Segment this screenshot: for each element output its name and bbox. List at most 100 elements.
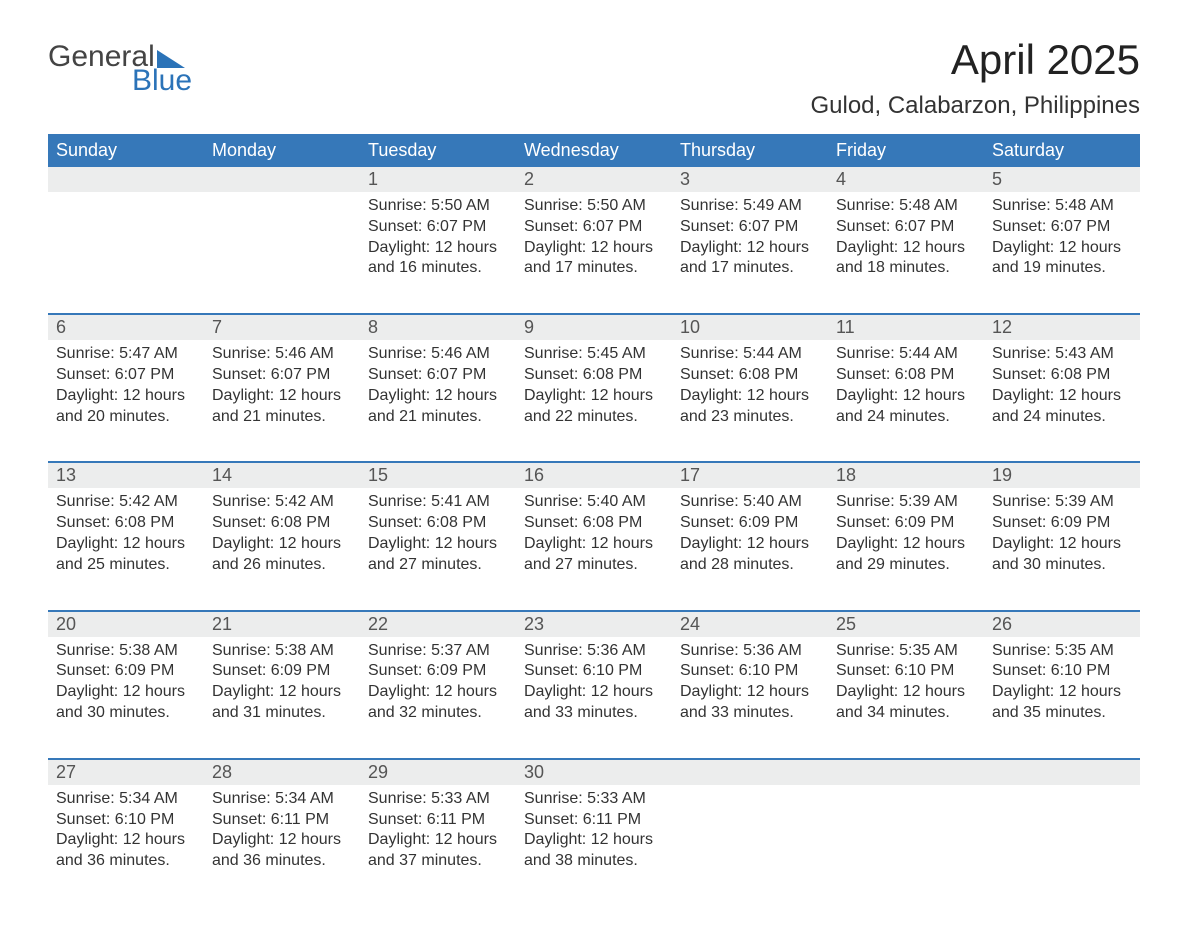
sunrise-line: Sunrise: 5:35 AM <box>836 641 976 662</box>
day-number-row: 20212223242526 <box>48 612 1140 637</box>
day-number: 10 <box>672 315 828 340</box>
day-number: 25 <box>828 612 984 637</box>
daylight-line: Daylight: 12 hours <box>836 682 976 703</box>
daylight-line: and 26 minutes. <box>212 555 352 576</box>
sunset-line: Sunset: 6:09 PM <box>836 513 976 534</box>
calendar-week: 6789101112Sunrise: 5:47 AMSunset: 6:07 P… <box>48 313 1140 445</box>
daylight-line: Daylight: 12 hours <box>524 386 664 407</box>
daylight-line: Daylight: 12 hours <box>212 534 352 555</box>
daylight-line: and 37 minutes. <box>368 851 508 872</box>
daylight-line: and 27 minutes. <box>524 555 664 576</box>
day-number: 14 <box>204 463 360 488</box>
daylight-line: and 28 minutes. <box>680 555 820 576</box>
calendar-day-cell: Sunrise: 5:48 AMSunset: 6:07 PMDaylight:… <box>828 192 984 297</box>
calendar-day-cell: Sunrise: 5:44 AMSunset: 6:08 PMDaylight:… <box>672 340 828 445</box>
daylight-line: Daylight: 12 hours <box>524 534 664 555</box>
sunset-line: Sunset: 6:08 PM <box>680 365 820 386</box>
logo: General Blue <box>48 36 192 96</box>
day-number: 2 <box>516 167 672 192</box>
day-number: 3 <box>672 167 828 192</box>
sunrise-line: Sunrise: 5:42 AM <box>56 492 196 513</box>
daylight-line: and 23 minutes. <box>680 407 820 428</box>
calendar: SundayMondayTuesdayWednesdayThursdayFrid… <box>48 134 1140 890</box>
daylight-line: Daylight: 12 hours <box>836 534 976 555</box>
sunset-line: Sunset: 6:07 PM <box>836 217 976 238</box>
daylight-line: Daylight: 12 hours <box>212 682 352 703</box>
calendar-weeks: 12345Sunrise: 5:50 AMSunset: 6:07 PMDayl… <box>48 167 1140 890</box>
daylight-line: Daylight: 12 hours <box>368 534 508 555</box>
sunset-line: Sunset: 6:07 PM <box>212 365 352 386</box>
sunrise-line: Sunrise: 5:39 AM <box>992 492 1132 513</box>
daylight-line: and 30 minutes. <box>56 703 196 724</box>
daylight-line: and 16 minutes. <box>368 258 508 279</box>
sunrise-line: Sunrise: 5:36 AM <box>680 641 820 662</box>
day-of-week-header-row: SundayMondayTuesdayWednesdayThursdayFrid… <box>48 134 1140 167</box>
sunrise-line: Sunrise: 5:36 AM <box>524 641 664 662</box>
daylight-line: and 33 minutes. <box>524 703 664 724</box>
sunrise-line: Sunrise: 5:44 AM <box>680 344 820 365</box>
day-number-row: 12345 <box>48 167 1140 192</box>
day-number: 19 <box>984 463 1140 488</box>
calendar-day-cell: Sunrise: 5:35 AMSunset: 6:10 PMDaylight:… <box>984 637 1140 742</box>
calendar-day-cell: Sunrise: 5:41 AMSunset: 6:08 PMDaylight:… <box>360 488 516 593</box>
calendar-week: 13141516171819Sunrise: 5:42 AMSunset: 6:… <box>48 461 1140 593</box>
sunrise-line: Sunrise: 5:40 AM <box>524 492 664 513</box>
daylight-line: and 31 minutes. <box>212 703 352 724</box>
calendar-day-cell <box>204 192 360 297</box>
sunset-line: Sunset: 6:09 PM <box>680 513 820 534</box>
sunset-line: Sunset: 6:10 PM <box>524 661 664 682</box>
day-number: 13 <box>48 463 204 488</box>
sunrise-line: Sunrise: 5:41 AM <box>368 492 508 513</box>
calendar-day-cell <box>984 785 1140 890</box>
day-number: 12 <box>984 315 1140 340</box>
daylight-line: and 36 minutes. <box>56 851 196 872</box>
calendar-day-cell: Sunrise: 5:46 AMSunset: 6:07 PMDaylight:… <box>360 340 516 445</box>
calendar-day-cell: Sunrise: 5:38 AMSunset: 6:09 PMDaylight:… <box>204 637 360 742</box>
sunrise-line: Sunrise: 5:38 AM <box>212 641 352 662</box>
sunrise-line: Sunrise: 5:49 AM <box>680 196 820 217</box>
page-title: April 2025 <box>810 36 1140 84</box>
calendar-day-cell: Sunrise: 5:46 AMSunset: 6:07 PMDaylight:… <box>204 340 360 445</box>
day-number: 24 <box>672 612 828 637</box>
sunrise-line: Sunrise: 5:50 AM <box>368 196 508 217</box>
calendar-week: 20212223242526Sunrise: 5:38 AMSunset: 6:… <box>48 610 1140 742</box>
calendar-day-cell <box>672 785 828 890</box>
day-number: 26 <box>984 612 1140 637</box>
calendar-day-cell: Sunrise: 5:35 AMSunset: 6:10 PMDaylight:… <box>828 637 984 742</box>
sunrise-line: Sunrise: 5:40 AM <box>680 492 820 513</box>
sunrise-line: Sunrise: 5:46 AM <box>212 344 352 365</box>
calendar-day-cell: Sunrise: 5:50 AMSunset: 6:07 PMDaylight:… <box>516 192 672 297</box>
daylight-line: and 29 minutes. <box>836 555 976 576</box>
calendar-day-cell <box>828 785 984 890</box>
daylight-line: and 22 minutes. <box>524 407 664 428</box>
sunset-line: Sunset: 6:08 PM <box>836 365 976 386</box>
calendar-day-cell: Sunrise: 5:45 AMSunset: 6:08 PMDaylight:… <box>516 340 672 445</box>
day-number: 8 <box>360 315 516 340</box>
daylight-line: and 17 minutes. <box>524 258 664 279</box>
calendar-day-cell: Sunrise: 5:40 AMSunset: 6:09 PMDaylight:… <box>672 488 828 593</box>
sunset-line: Sunset: 6:08 PM <box>992 365 1132 386</box>
daylight-line: and 24 minutes. <box>836 407 976 428</box>
sunrise-line: Sunrise: 5:33 AM <box>524 789 664 810</box>
sunset-line: Sunset: 6:10 PM <box>680 661 820 682</box>
daylight-line: and 19 minutes. <box>992 258 1132 279</box>
sunrise-line: Sunrise: 5:50 AM <box>524 196 664 217</box>
calendar-day-cell: Sunrise: 5:47 AMSunset: 6:07 PMDaylight:… <box>48 340 204 445</box>
sunset-line: Sunset: 6:07 PM <box>56 365 196 386</box>
calendar-day-cell: Sunrise: 5:34 AMSunset: 6:10 PMDaylight:… <box>48 785 204 890</box>
daylight-line: and 25 minutes. <box>56 555 196 576</box>
day-of-week-header: Thursday <box>672 134 828 167</box>
page-subtitle: Gulod, Calabarzon, Philippines <box>810 92 1140 120</box>
sunset-line: Sunset: 6:08 PM <box>524 513 664 534</box>
sunset-line: Sunset: 6:10 PM <box>56 810 196 831</box>
daylight-line: Daylight: 12 hours <box>212 830 352 851</box>
daylight-line: Daylight: 12 hours <box>992 534 1132 555</box>
day-number: 17 <box>672 463 828 488</box>
daylight-line: and 21 minutes. <box>212 407 352 428</box>
sunset-line: Sunset: 6:11 PM <box>212 810 352 831</box>
day-number: 20 <box>48 612 204 637</box>
daylight-line: Daylight: 12 hours <box>56 534 196 555</box>
calendar-day-cell: Sunrise: 5:38 AMSunset: 6:09 PMDaylight:… <box>48 637 204 742</box>
day-number-row: 27282930 <box>48 760 1140 785</box>
daylight-line: and 38 minutes. <box>524 851 664 872</box>
